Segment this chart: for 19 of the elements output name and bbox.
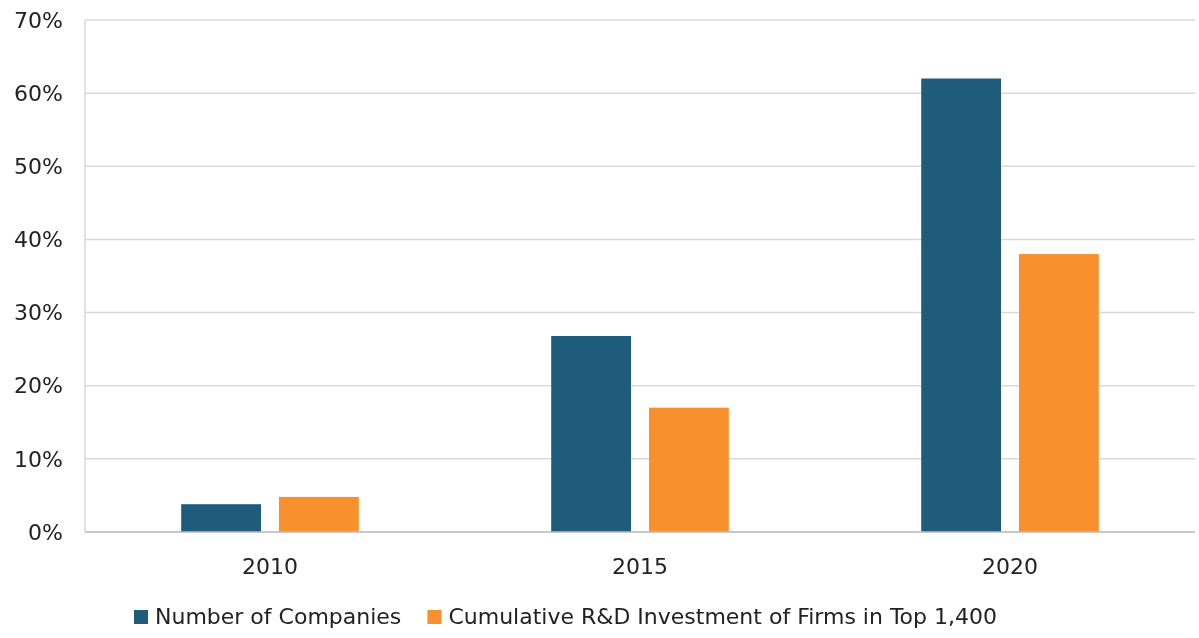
- legend-label: Cumulative R&D Investment of Firms in Top 1,400: [448, 604, 997, 629]
- y-tick-label: 50%: [14, 153, 63, 179]
- bar: [921, 78, 1001, 532]
- x-tick-label: 2020: [982, 554, 1038, 579]
- x-tick-label: 2010: [242, 554, 298, 579]
- bar: [551, 335, 631, 532]
- bar: [279, 496, 359, 532]
- bar: [181, 504, 261, 532]
- y-tick-label: 30%: [14, 300, 63, 326]
- legend-label: Number of Companies: [155, 604, 402, 629]
- y-tick-label: 60%: [14, 80, 63, 106]
- y-tick-label: 0%: [28, 519, 63, 545]
- bar: [1019, 254, 1099, 532]
- x-tick-label: 2015: [612, 554, 668, 579]
- y-tick-label: 20%: [14, 373, 63, 399]
- y-tick-label: 10%: [14, 446, 63, 472]
- y-tick-label: 40%: [14, 227, 63, 253]
- y-tick-label: 70%: [14, 7, 63, 33]
- bar: [649, 407, 729, 532]
